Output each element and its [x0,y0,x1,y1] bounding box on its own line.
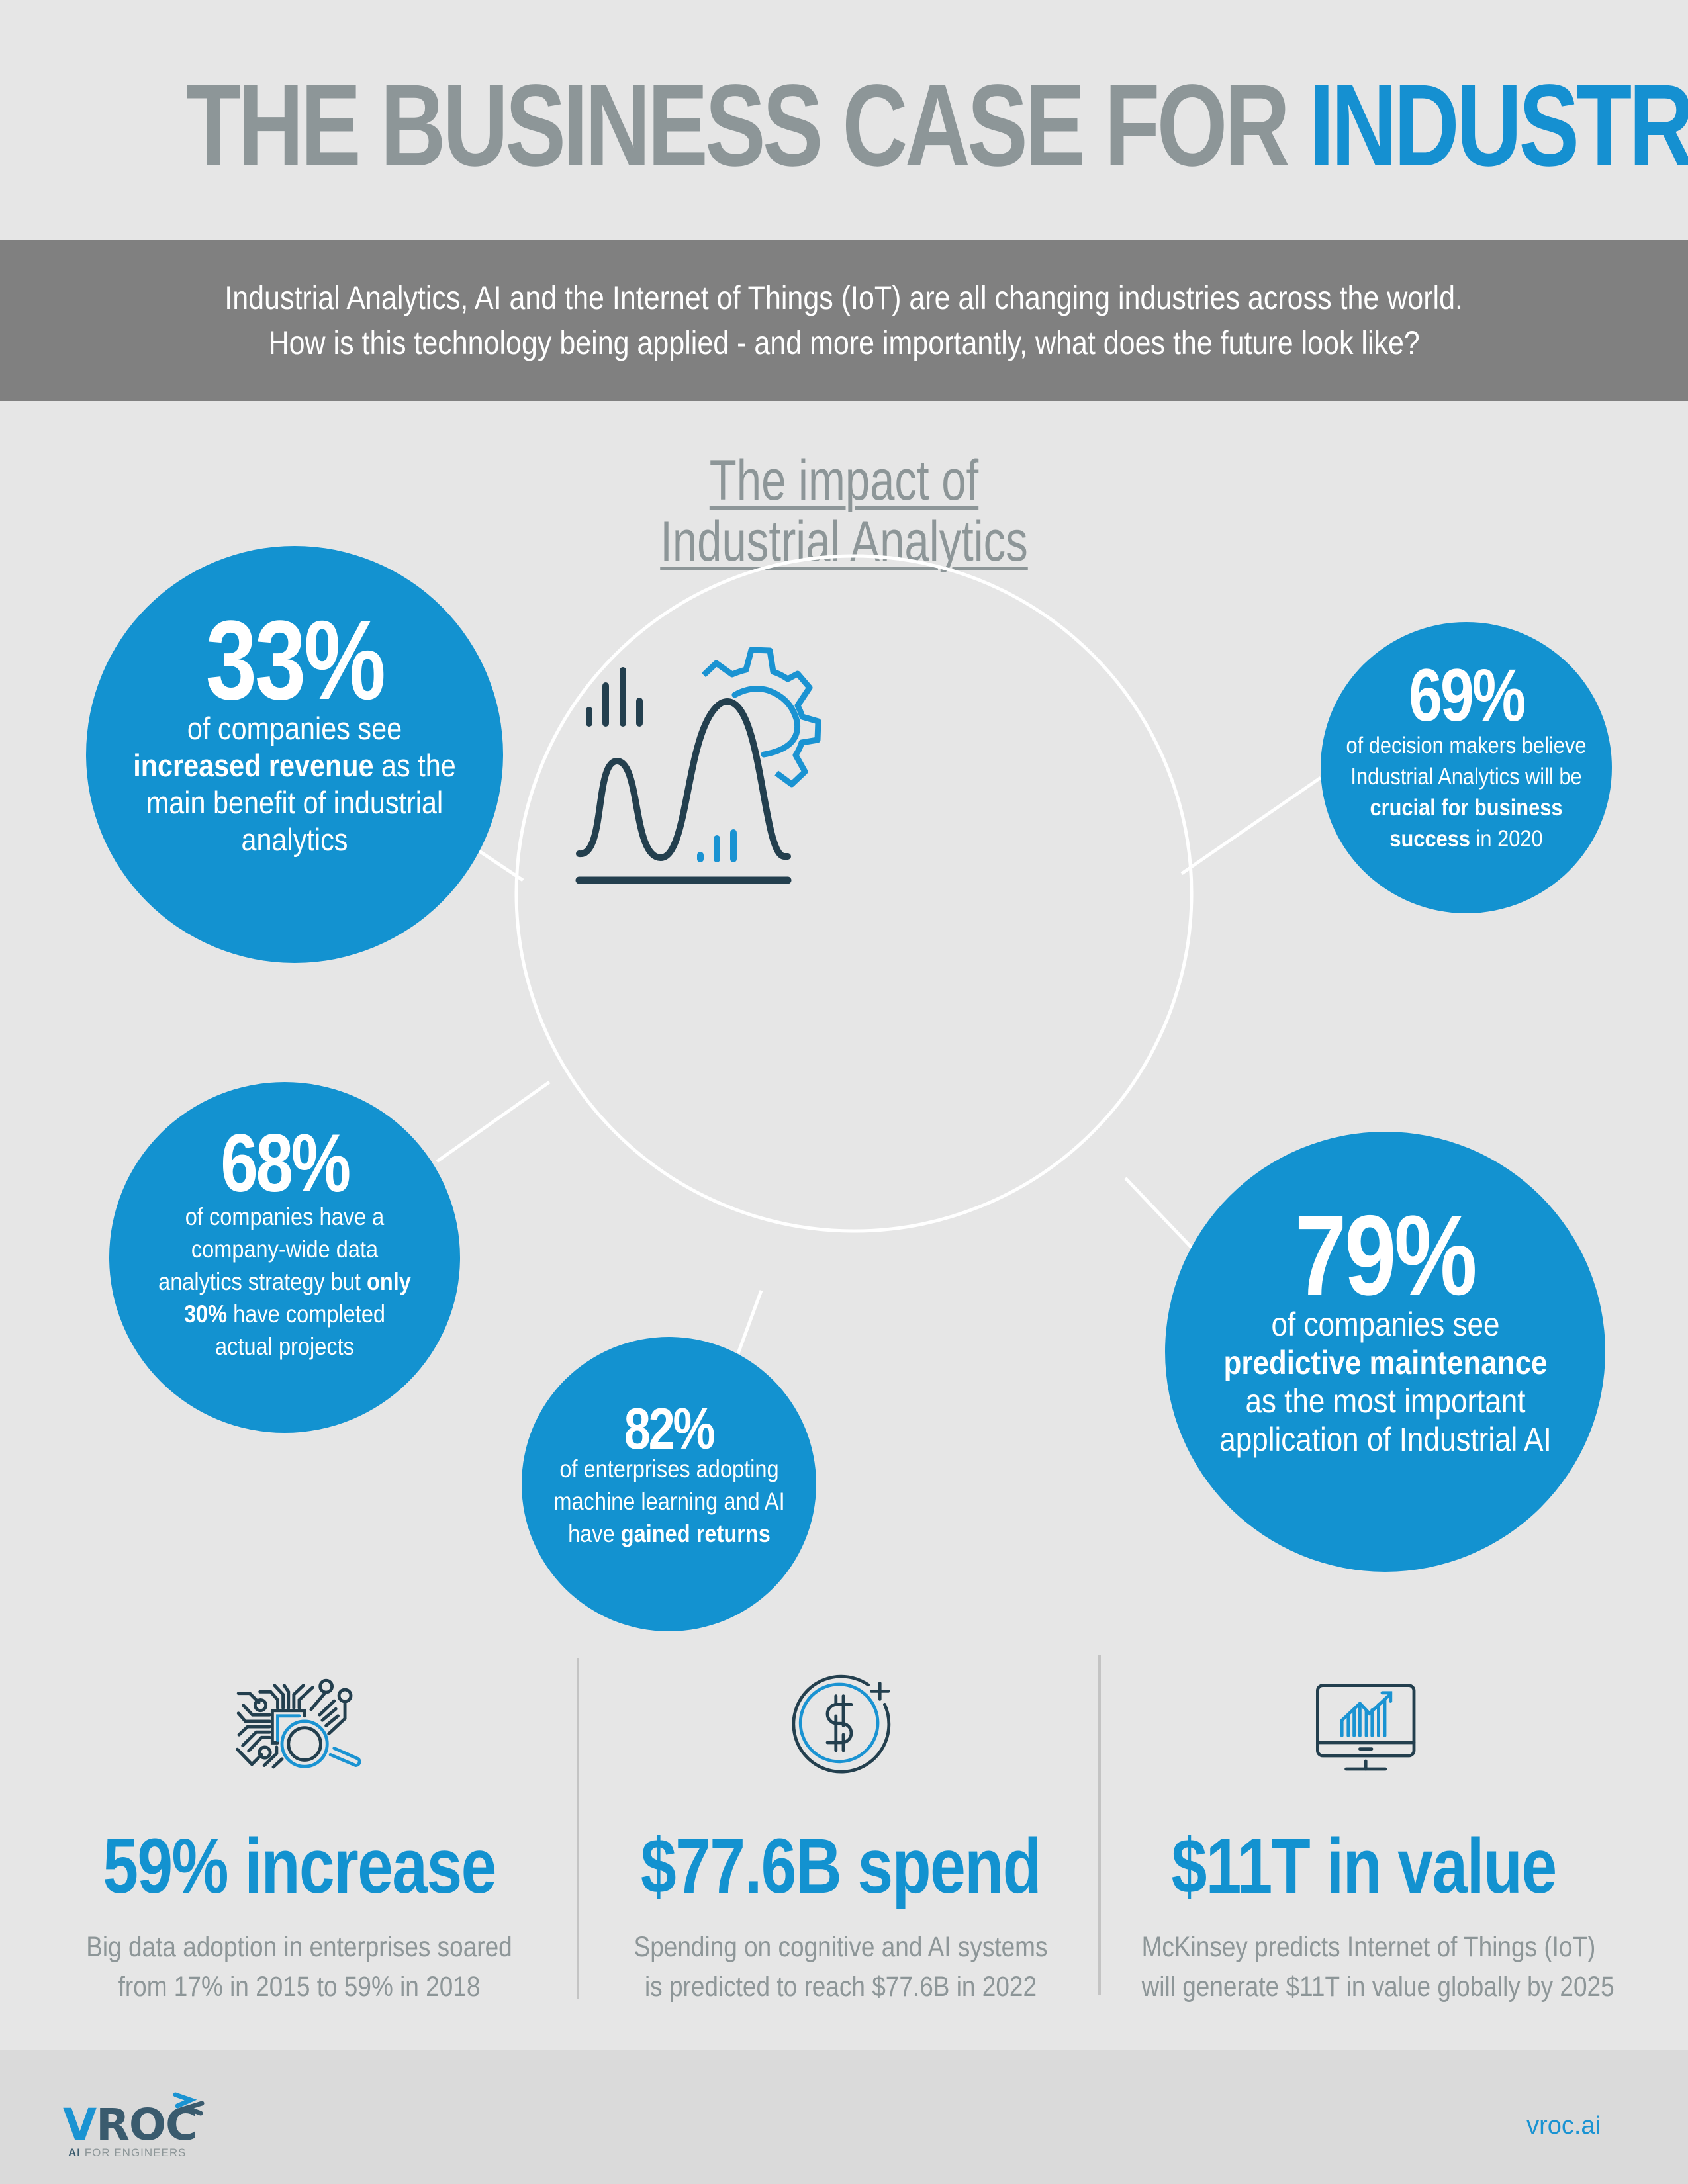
intro-line-2: How is this technology being applied - a… [268,324,1420,361]
stat-circle-82: 82% of enterprises adopting machine lear… [522,1337,816,1631]
column-divider [577,1658,579,1999]
section-heading-line-1: The impact of [709,449,979,512]
feature-iot-value: $11T in value McKinsey predicts Internet… [1105,1648,1622,2005]
column-divider [1098,1655,1101,1995]
feature-headline: $77.6B spend [640,1823,1042,1910]
stat-circle-69: 69% of decision makers believe Industria… [1321,622,1612,913]
stat-circle-33: 33% of companies see increased revenue a… [86,546,503,963]
stat-circle-79: 79% of companies see predictive maintena… [1165,1132,1605,1572]
feature-body-line-2: is predicted to reach $77.6B in 2022 [644,1971,1037,2003]
section-heading: The impact of Industrial Analytics [186,450,1503,572]
title-part-accent: INDUSTRIAL AI [1309,61,1688,191]
stat-description: of companies have a company-wide data an… [158,1203,411,1360]
feature-body-line-1: Spending on cognitive and AI systems [633,1931,1048,1963]
footer: VROC AI FOR ENGINEERS vroc.ai [0,2050,1688,2184]
feature-body-line-1: McKinsey predicts Internet of Things (Io… [1141,1931,1596,1963]
monitor-growth-chart-icon [1315,1684,1416,1771]
stat-description: of companies see predictive maintenance … [1219,1305,1552,1458]
circuit-magnifier-icon [236,1678,361,1769]
stat-value: 68% [220,1117,351,1209]
intro-line-1: Industrial Analytics, AI and the Interne… [224,279,1464,316]
chevrons-icon [173,2092,205,2116]
stat-value: 79% [1295,1191,1477,1319]
intro-banner: Industrial Analytics, AI and the Interne… [0,240,1688,401]
vroc-logo[interactable]: VROC AI FOR ENGINEERS [63,2091,215,2164]
stat-description: of decision makers believe Industrial An… [1346,733,1587,852]
stat-value: 69% [1409,654,1526,737]
stat-value: 82% [624,1396,716,1461]
feature-big-data: 59% increase Big data adoption in enterp… [41,1648,557,2005]
page-title: THE BUSINESS CASE FOR INDUSTRIAL AI [185,61,1688,191]
stat-value: 33% [205,598,385,723]
website-link[interactable]: vroc.ai [1526,2112,1601,2140]
feature-ai-spend: $77.6B spend Spending on cognitive and A… [583,1648,1099,2005]
feature-headline: 59% increase [103,1823,496,1910]
analytics-curve-gear-icon [575,647,821,884]
feature-body-line-2: from 17% in 2015 to 59% in 2018 [118,1971,481,2003]
logo-tagline: AI FOR ENGINEERS [68,2146,187,2159]
feature-headline: $11T in value [1171,1823,1557,1910]
stat-description: of enterprises adopting machine learning… [553,1455,785,1547]
feature-body-line-2: will generate $11T in value globally by … [1141,1971,1615,2003]
title-part-gray: THE BUSINESS CASE FOR [185,61,1309,191]
feature-body-line-1: Big data adoption in enterprises soared [86,1931,512,1963]
stat-description: of companies see increased revenue as th… [133,711,456,857]
stat-circle-68: 68% of companies have a company-wide dat… [109,1082,460,1433]
dollar-coin-plus-icon [792,1674,891,1774]
